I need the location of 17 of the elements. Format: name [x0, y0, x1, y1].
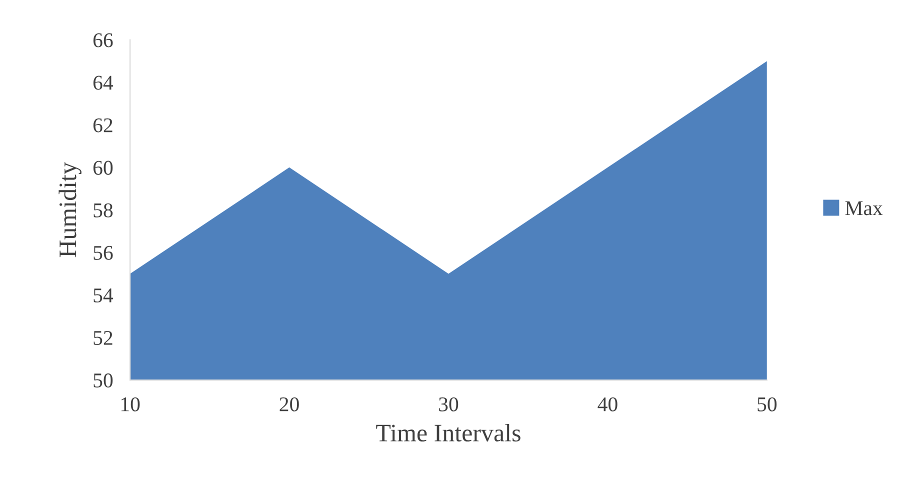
y-tick-label: 52: [94, 330, 112, 345]
y-tick-label: 54: [94, 288, 114, 302]
x-tick-label: 10: [121, 397, 140, 412]
x-tick-label: 50: [758, 397, 777, 412]
y-tick-label: 66: [93, 33, 113, 48]
x-tick-label: 30: [439, 397, 458, 412]
x-tick-label: 40: [598, 397, 618, 412]
y-tick-label: 60: [93, 160, 113, 175]
y-tick-label: 62: [93, 118, 112, 132]
x-axis-title: Time Intervals: [376, 424, 520, 442]
y-tick-label: 58: [94, 203, 113, 218]
y-tick-label: 56: [94, 246, 113, 260]
x-tick-label: 20: [280, 397, 299, 412]
y-tick-label: 64: [93, 76, 114, 90]
y-tick-label: 50: [94, 373, 113, 388]
y-axis-title: Humidity: [58, 162, 82, 258]
legend-label: Max: [845, 201, 883, 216]
